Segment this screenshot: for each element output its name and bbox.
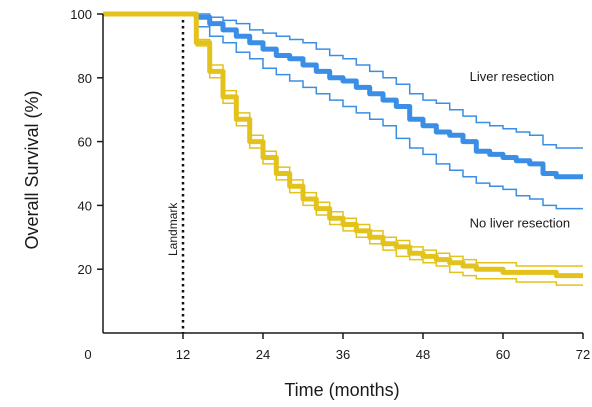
x-tick-label: 0	[84, 347, 91, 362]
y-tick-label: 60	[78, 135, 92, 150]
y-axis-title: Overall Survival (%)	[22, 90, 42, 249]
no-liver-resection-ci-lower-line	[103, 13, 583, 286]
x-tick-label: 60	[496, 347, 510, 362]
y-tick-label: 100	[70, 7, 92, 22]
liver-resection-survival-line	[103, 11, 583, 180]
x-tick-label: 24	[256, 347, 270, 362]
no-liver-resection-survival-line	[103, 11, 583, 279]
no-liver-resection-label: No liver resection	[470, 216, 570, 231]
y-axis-ticks: 20 40 60 80 100	[70, 7, 103, 277]
x-tick-label: 12	[176, 347, 190, 362]
liver-resection-ci-upper-line	[103, 13, 583, 149]
y-tick-label: 80	[78, 71, 92, 86]
y-tick-label: 40	[78, 198, 92, 213]
y-tick-label: 20	[78, 262, 92, 277]
series-annotations: Liver resection No liver resection	[470, 69, 570, 231]
x-axis-title: Time (months)	[284, 380, 399, 400]
liver-resection-label: Liver resection	[470, 69, 555, 84]
plot-lines	[103, 11, 583, 286]
landmark-label: Landmark	[166, 202, 180, 256]
x-tick-label: 72	[576, 347, 590, 362]
x-tick-label: 48	[416, 347, 430, 362]
liver-resection-ci-lower-line	[103, 13, 583, 210]
x-tick-label: 36	[336, 347, 350, 362]
x-axis-ticks: 0 12 24 36 48 60 72	[84, 333, 590, 362]
